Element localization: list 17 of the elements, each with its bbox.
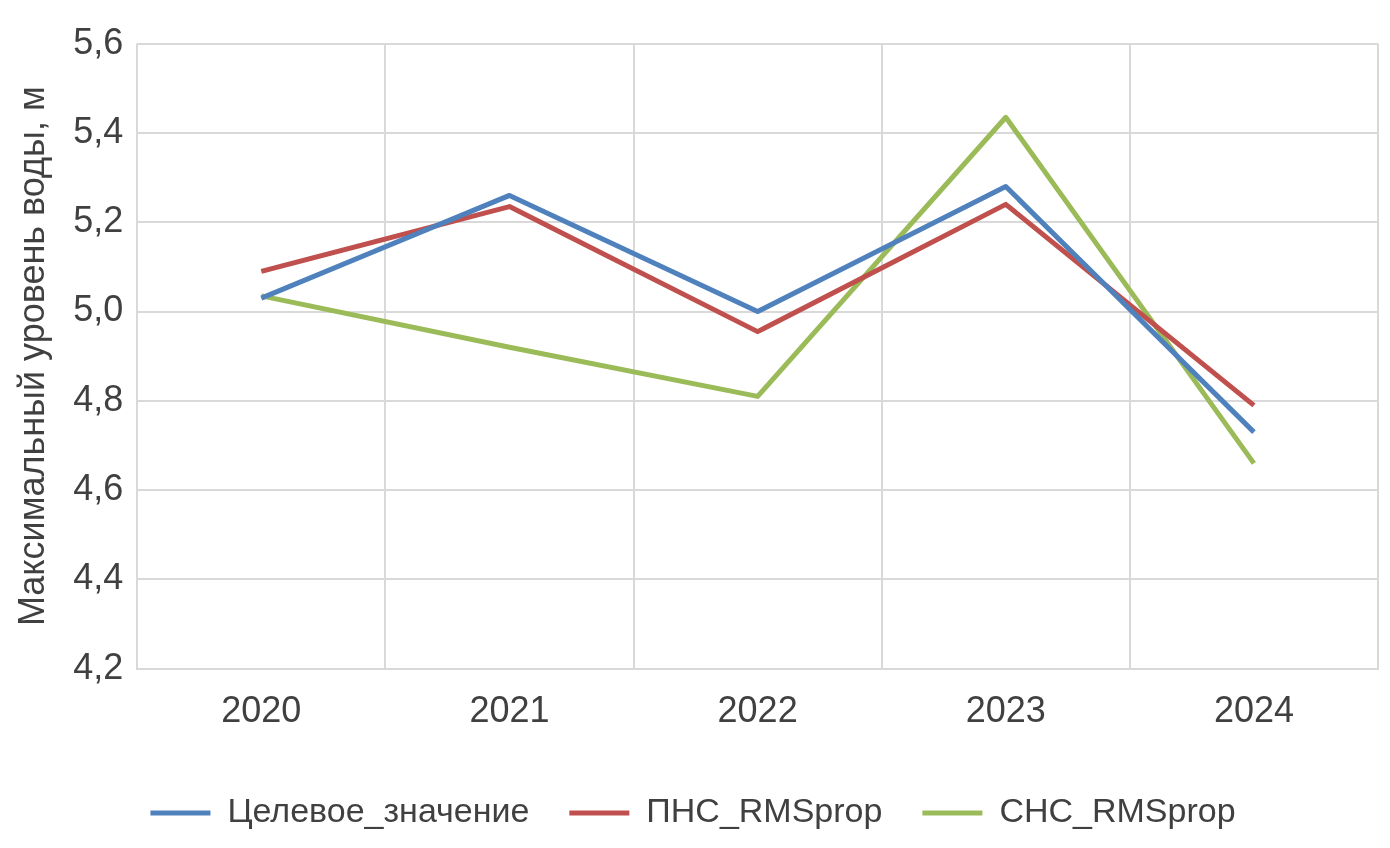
y-tick-label: 5,4 [73, 109, 124, 151]
y-tick-label: 5,2 [73, 199, 124, 241]
y-tick-label: 4,6 [73, 467, 124, 509]
x-tick-label: 2024 [1213, 689, 1294, 731]
y-tick-label: 5,0 [73, 288, 124, 330]
y-axis-title: Максимальный уровень воды, м [10, 86, 52, 627]
legend-label: ПНС_RMSprop [646, 791, 883, 830]
x-tick-label: 2021 [469, 689, 550, 731]
y-tick-label: 4,8 [73, 377, 124, 419]
y-tick-label: 4,4 [73, 556, 124, 598]
x-tick-label: 2020 [221, 689, 302, 731]
legend-label: СНС_RMSprop [999, 791, 1236, 830]
x-tick-label: 2022 [717, 689, 798, 731]
y-tick-label: 4,2 [73, 645, 124, 687]
y-tick-label: 5,6 [73, 20, 124, 62]
x-tick-label: 2023 [965, 689, 1046, 731]
legend-label: Целевое_значение [227, 791, 530, 830]
